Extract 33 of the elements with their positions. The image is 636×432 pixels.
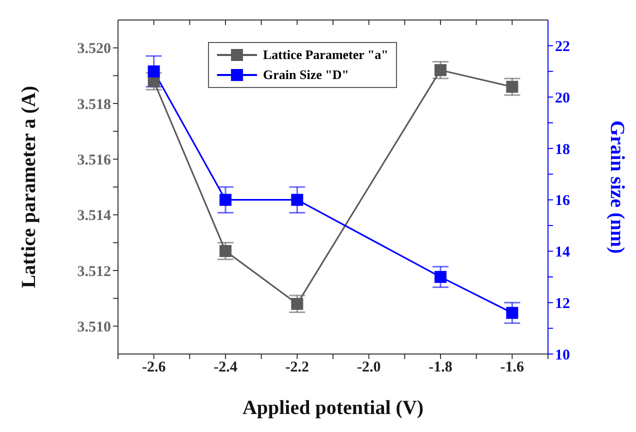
x-tick-label: -1.8 <box>428 360 452 376</box>
y2-tick-label: 18 <box>555 142 570 158</box>
x-axis-title: Applied potential (V) <box>242 397 424 419</box>
y2-tick-label: 16 <box>555 193 570 210</box>
point <box>506 80 518 93</box>
y-axis-title: Lattice parameter a (A) <box>18 86 40 288</box>
y-tick-label: 3.510 <box>77 319 111 336</box>
y-tick-label: 3.518 <box>77 96 111 113</box>
y2-tick-label: 20 <box>555 90 570 106</box>
legend-label: Grain Size "D" <box>263 67 349 83</box>
y2-tick-label: 10 <box>555 347 570 364</box>
x-tick-label: -2.6 <box>142 360 166 376</box>
point <box>291 298 304 310</box>
point <box>148 65 160 78</box>
legend-label: Lattice Parameter "a" <box>263 47 388 63</box>
point <box>291 194 304 206</box>
point <box>506 306 518 319</box>
y-tick-label: 3.520 <box>77 41 111 58</box>
y2-tick-label: 12 <box>555 296 570 312</box>
x-tick-label: -2.0 <box>356 360 381 376</box>
point <box>220 194 232 206</box>
y2-tick-label: 14 <box>555 244 570 261</box>
point <box>434 270 446 283</box>
point <box>220 245 232 258</box>
y-tick-label: 3.516 <box>77 152 112 168</box>
y2-tick-label: 22 <box>555 39 570 56</box>
y-tick-label: 3.512 <box>77 264 111 280</box>
point <box>434 64 446 76</box>
x-tick-label: -2.4 <box>214 360 238 376</box>
y-tick-label: 3.514 <box>77 208 112 224</box>
x-tick-label: -2.2 <box>285 360 310 376</box>
x-tick-label: -1.6 <box>500 360 525 376</box>
y2-axis-title: Grain size (nm) <box>606 120 628 254</box>
